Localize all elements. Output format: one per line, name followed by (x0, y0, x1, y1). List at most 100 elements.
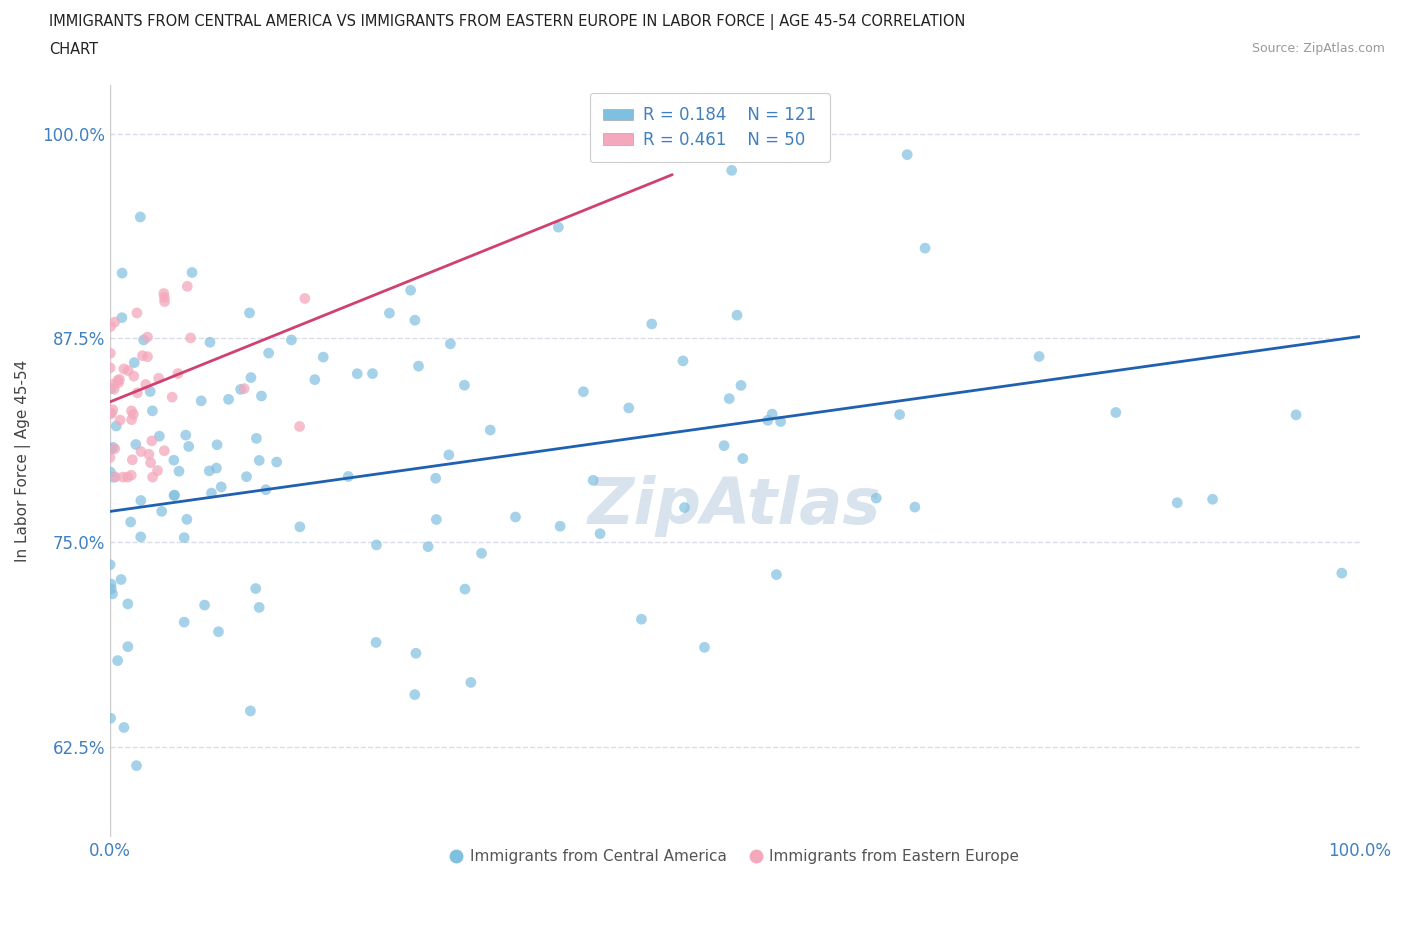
Point (173, 530, 195, 545)
Point (346, 366, 368, 381)
Point (756, 413, 779, 428)
Point (425, 512, 447, 527)
Point (153, 290, 176, 305)
Point (124, 355, 146, 370)
Point (120, 514, 142, 529)
Point (103, 470, 125, 485)
Point (176, 279, 198, 294)
Point (572, 384, 595, 399)
Point (129, 445, 152, 459)
Point (765, 567, 787, 582)
Point (361, 366, 384, 381)
Point (121, 404, 143, 418)
Point (247, 453, 270, 468)
Point (129, 209, 152, 224)
Point (193, 598, 215, 613)
Point (288, 419, 311, 434)
Point (250, 389, 273, 404)
Point (229, 382, 252, 397)
Point (190, 393, 212, 408)
Point (914, 241, 936, 256)
Point (630, 612, 652, 627)
Point (110, 572, 132, 587)
Point (105, 418, 128, 433)
Point (589, 526, 612, 541)
Point (725, 308, 748, 323)
Point (437, 447, 460, 462)
Point (378, 306, 401, 321)
Point (117, 363, 139, 378)
Point (294, 291, 316, 306)
Point (139, 384, 162, 399)
Point (280, 333, 302, 348)
Point (404, 312, 426, 327)
Point (111, 311, 134, 325)
Point (209, 480, 232, 495)
Point (146, 463, 169, 478)
Point (103, 377, 125, 392)
Point (98, 360, 121, 375)
Point (153, 294, 176, 309)
Point (235, 470, 257, 485)
Point (107, 376, 129, 391)
Point (718, 392, 741, 406)
Point (101, 403, 124, 418)
Point (101, 587, 124, 602)
Point (176, 512, 198, 526)
Point (731, 451, 754, 466)
Point (672, 353, 695, 368)
Point (100, 319, 122, 334)
Point (337, 469, 360, 484)
Point (163, 488, 186, 503)
Point (761, 406, 783, 421)
Point (121, 412, 143, 427)
Point (108, 413, 131, 428)
Point (103, 381, 125, 396)
Text: CHART: CHART (49, 42, 98, 57)
Point (547, 219, 569, 234)
Point (233, 381, 256, 396)
Point (139, 456, 162, 471)
Point (439, 337, 461, 352)
Point (673, 500, 696, 515)
Point (98, 346, 121, 361)
Text: Source: ZipAtlas.com: Source: ZipAtlas.com (1251, 42, 1385, 55)
Point (1105, 405, 1128, 420)
Point (125, 306, 148, 321)
Point (896, 147, 918, 162)
Point (239, 370, 262, 385)
Point (111, 470, 134, 485)
Point (1028, 349, 1050, 364)
Point (239, 703, 262, 718)
Point (408, 359, 430, 374)
Point (416, 539, 439, 554)
Point (135, 377, 157, 392)
Point (122, 406, 145, 421)
Point (100, 381, 122, 396)
Point (205, 437, 228, 452)
Point (142, 470, 165, 485)
Point (107, 653, 129, 668)
Point (160, 390, 183, 405)
Point (198, 335, 221, 350)
Point (100, 577, 122, 591)
Point (167, 464, 190, 479)
Point (104, 470, 127, 485)
Point (247, 600, 270, 615)
Point (152, 286, 174, 301)
Point (641, 316, 664, 331)
Point (138, 446, 160, 461)
Point (1166, 496, 1188, 511)
Point (425, 471, 447, 485)
Point (288, 519, 311, 534)
Point (153, 444, 176, 458)
Point (198, 463, 221, 478)
Point (98, 450, 121, 465)
Point (720, 163, 742, 178)
Point (174, 428, 197, 443)
Point (238, 305, 260, 320)
Point (98, 406, 121, 421)
Y-axis label: In Labor Force | Age 45-54: In Labor Force | Age 45-54 (15, 360, 31, 562)
Point (101, 440, 124, 455)
Point (266, 455, 288, 470)
